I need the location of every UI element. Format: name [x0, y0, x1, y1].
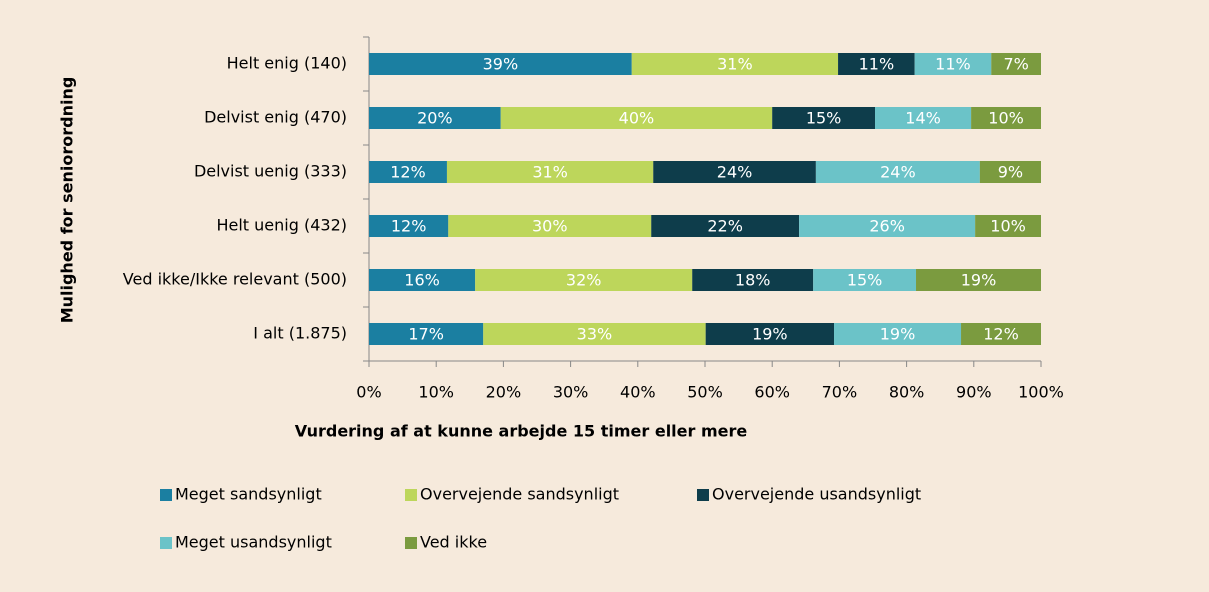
- data-label: 22%: [707, 217, 743, 236]
- data-label: 31%: [717, 55, 753, 74]
- bar-segment: [692, 269, 814, 291]
- x-tick-label: 60%: [754, 383, 790, 402]
- y-tick-label: Helt enig (140): [227, 54, 347, 73]
- bar-segment: [369, 323, 484, 345]
- legend-label: Overvejende sandsynligt: [420, 485, 619, 504]
- y-tick-label: Delvist uenig (333): [194, 162, 347, 181]
- y-tick-label: I alt (1.875): [253, 324, 347, 343]
- data-label: 9%: [998, 163, 1023, 182]
- legend-label: Ved ikke: [420, 533, 487, 552]
- data-label: 11%: [859, 55, 895, 74]
- data-label: 33%: [577, 325, 613, 344]
- x-tick-label: 0%: [356, 383, 381, 402]
- y-axis-title: Mulighed for seniorordning: [58, 77, 77, 324]
- y-tick-label: Ved ikke/Ikke relevant (500): [123, 270, 347, 289]
- data-label: 11%: [935, 55, 971, 74]
- bar-segment: [369, 215, 449, 237]
- x-axis-title: Vurdering af at kunne arbejde 15 timer e…: [295, 422, 748, 441]
- data-label: 30%: [532, 217, 568, 236]
- bar-segment: [979, 161, 1041, 183]
- data-label: 14%: [905, 109, 941, 128]
- bar-segment: [653, 161, 816, 183]
- bar-segment: [799, 215, 976, 237]
- data-label: 15%: [806, 109, 842, 128]
- legend-swatch: [697, 489, 709, 501]
- data-label: 19%: [880, 325, 916, 344]
- x-tick-label: 100%: [1018, 383, 1064, 402]
- bar-segment: [651, 215, 800, 237]
- data-label: 26%: [869, 217, 905, 236]
- bar-segment: [815, 161, 980, 183]
- bar-segment: [483, 323, 706, 345]
- data-label: 17%: [408, 325, 444, 344]
- data-label: 19%: [961, 271, 997, 290]
- legend-label: Overvejende usandsynligt: [712, 485, 921, 504]
- bar-segment: [875, 107, 972, 129]
- x-tick-label: 20%: [486, 383, 522, 402]
- bar-segment: [914, 53, 992, 75]
- data-label: 40%: [619, 109, 655, 128]
- legend-label: Meget usandsynligt: [175, 533, 332, 552]
- bar-segment: [369, 107, 501, 129]
- y-tick-label: Helt uenig (432): [216, 216, 347, 235]
- x-tick-label: 50%: [687, 383, 723, 402]
- x-tick-label: 40%: [620, 383, 656, 402]
- bar-segment: [961, 323, 1041, 345]
- bar-segment: [369, 53, 632, 75]
- data-label: 32%: [566, 271, 602, 290]
- bar-segment: [772, 107, 876, 129]
- x-tick-label: 70%: [822, 383, 858, 402]
- legend-swatch: [160, 489, 172, 501]
- bar-segment: [834, 323, 962, 345]
- data-label: 15%: [847, 271, 883, 290]
- data-label: 12%: [983, 325, 1019, 344]
- legend-swatch: [405, 537, 417, 549]
- y-tick-label: Delvist enig (470): [204, 108, 347, 127]
- bar-segment: [500, 107, 773, 129]
- data-label: 24%: [880, 163, 916, 182]
- bar-segment: [631, 53, 839, 75]
- data-label: 18%: [735, 271, 771, 290]
- data-label: 39%: [483, 55, 519, 74]
- data-label: 10%: [988, 109, 1024, 128]
- bar-segment: [971, 107, 1041, 129]
- bar-segment: [448, 215, 652, 237]
- x-tick-label: 30%: [553, 383, 589, 402]
- data-label: 19%: [752, 325, 788, 344]
- bar-segment: [838, 53, 915, 75]
- bar-segment: [975, 215, 1041, 237]
- x-tick-label: 80%: [889, 383, 925, 402]
- bar-segment: [369, 269, 476, 291]
- x-tick-label: 90%: [956, 383, 992, 402]
- legend-swatch: [405, 489, 417, 501]
- data-label: 20%: [417, 109, 453, 128]
- data-label: 24%: [717, 163, 753, 182]
- bar-segment: [991, 53, 1041, 75]
- bar-segment: [916, 269, 1041, 291]
- data-label: 12%: [391, 217, 427, 236]
- bar-segment: [369, 161, 447, 183]
- data-label: 12%: [390, 163, 426, 182]
- data-label: 31%: [532, 163, 568, 182]
- data-label: 16%: [404, 271, 440, 290]
- legend-label: Meget sandsynligt: [175, 485, 322, 504]
- data-label: 10%: [990, 217, 1026, 236]
- bar-segment: [813, 269, 917, 291]
- x-tick-label: 10%: [418, 383, 454, 402]
- bar-segment: [475, 269, 693, 291]
- bar-segment: [446, 161, 654, 183]
- data-label: 7%: [1003, 55, 1028, 74]
- bar-segment: [705, 323, 835, 345]
- legend-swatch: [160, 537, 172, 549]
